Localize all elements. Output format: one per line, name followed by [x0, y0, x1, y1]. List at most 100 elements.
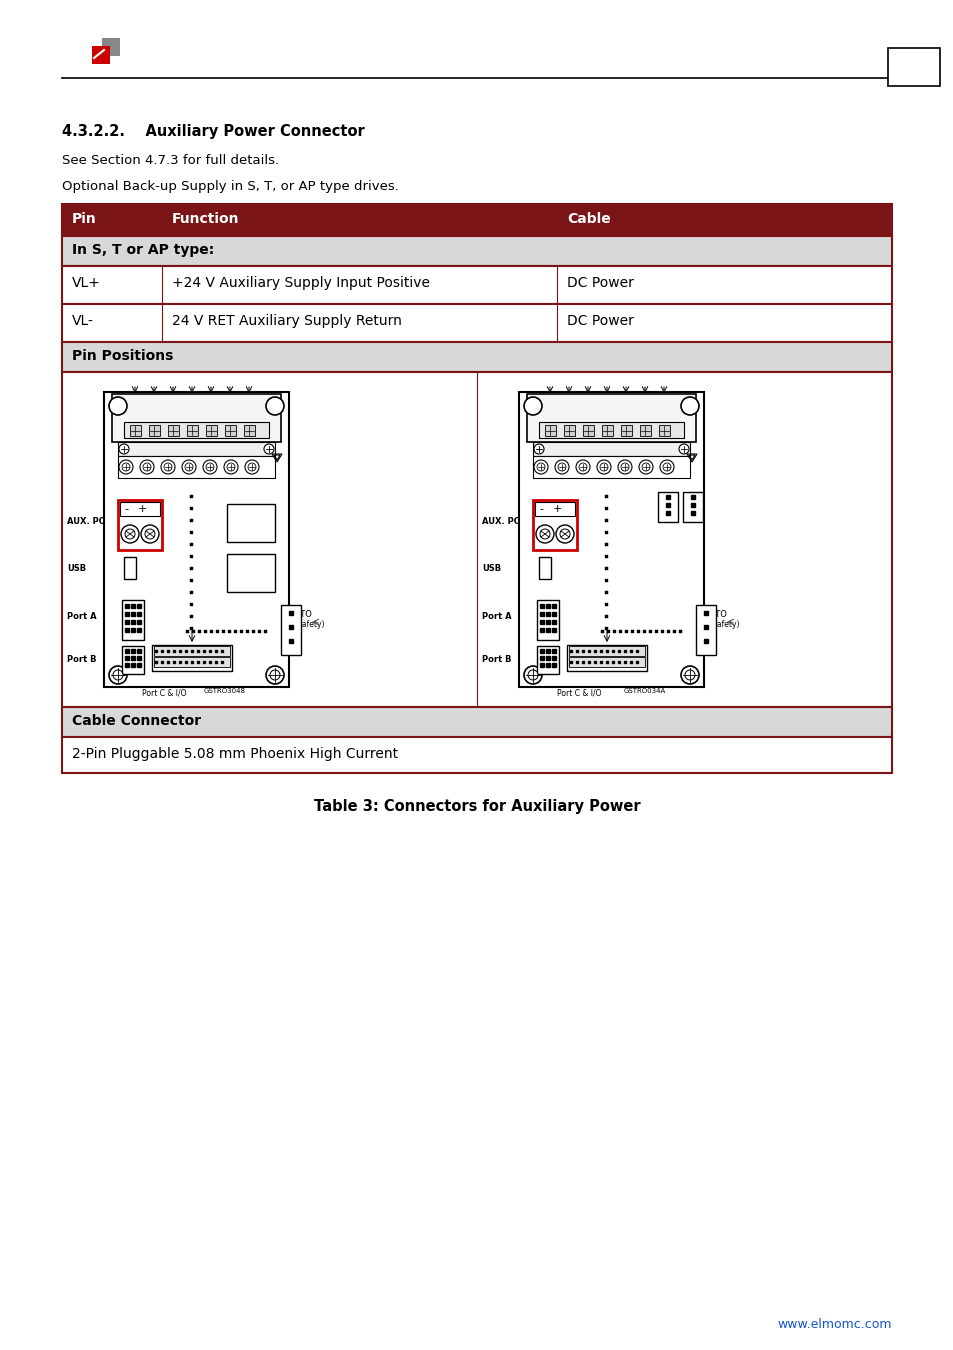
Text: 24 V RET Auxiliary Supply Return: 24 V RET Auxiliary Supply Return — [172, 315, 401, 328]
Circle shape — [145, 529, 154, 539]
Text: 1: 1 — [123, 595, 128, 602]
Bar — [225, 425, 235, 436]
Bar — [655, 630, 658, 633]
Text: STO: STO — [710, 610, 727, 620]
Bar — [658, 491, 678, 522]
Text: 1: 1 — [671, 487, 676, 493]
Bar — [257, 630, 261, 633]
Circle shape — [684, 670, 695, 680]
Bar — [112, 394, 281, 441]
Bar — [149, 425, 160, 436]
Bar — [118, 500, 162, 549]
Text: 12: 12 — [556, 641, 564, 647]
Text: M3: M3 — [659, 408, 670, 417]
Bar — [606, 630, 609, 633]
Bar — [535, 502, 575, 516]
Text: DC Power: DC Power — [566, 315, 633, 328]
Text: EtherCAT: EtherCAT — [231, 560, 270, 568]
Bar — [604, 616, 607, 618]
Text: 1: 1 — [537, 595, 542, 602]
Text: 23: 23 — [148, 641, 156, 647]
Bar — [604, 591, 607, 594]
Circle shape — [523, 397, 541, 414]
Circle shape — [266, 397, 284, 414]
Bar — [566, 645, 646, 671]
Text: Port A: Port A — [67, 612, 96, 621]
Text: Pin: Pin — [71, 212, 96, 225]
Text: 7: 7 — [537, 675, 542, 680]
Text: Table 3: Connectors for Auxiliary Power: Table 3: Connectors for Auxiliary Power — [314, 799, 639, 814]
Bar — [62, 707, 891, 737]
Bar — [604, 495, 607, 498]
Text: 2: 2 — [139, 595, 143, 602]
Circle shape — [537, 463, 544, 471]
Bar — [642, 630, 645, 633]
Text: GSTRO034A: GSTRO034A — [623, 688, 665, 694]
Bar — [204, 630, 207, 633]
Text: 2: 2 — [139, 643, 143, 648]
Text: +: + — [138, 504, 147, 514]
Bar — [186, 630, 189, 633]
Circle shape — [161, 460, 174, 474]
Circle shape — [143, 463, 151, 471]
Bar — [62, 204, 891, 236]
Text: Port A: Port A — [481, 612, 511, 621]
Text: USB: USB — [481, 564, 500, 572]
Bar — [672, 630, 676, 633]
Bar — [228, 630, 231, 633]
Text: Cable: Cable — [566, 212, 610, 225]
Bar — [130, 425, 141, 436]
Text: M2: M2 — [225, 408, 236, 417]
Text: 4.3.2.2.    Auxiliary Power Connector: 4.3.2.2. Auxiliary Power Connector — [62, 124, 364, 139]
Bar — [637, 630, 639, 633]
Text: CAN: CAN — [656, 478, 673, 487]
Bar — [659, 425, 669, 436]
Bar — [244, 425, 254, 436]
Circle shape — [556, 525, 574, 543]
Text: USB: USB — [67, 564, 86, 572]
Text: Cable Connector: Cable Connector — [71, 714, 201, 728]
Text: 24: 24 — [148, 672, 156, 678]
Text: PE: PE — [582, 408, 592, 417]
Text: Optional Back-up Supply in S, T, or AP type drives.: Optional Back-up Supply in S, T, or AP t… — [62, 180, 398, 193]
Bar — [666, 630, 669, 633]
Text: DC Power: DC Power — [566, 275, 633, 290]
Bar — [206, 425, 216, 436]
Text: 2: 2 — [554, 643, 558, 648]
Bar — [187, 425, 198, 436]
Text: IN: IN — [241, 520, 250, 529]
Circle shape — [185, 463, 193, 471]
Text: VL-: VL- — [71, 315, 93, 328]
Circle shape — [164, 463, 172, 471]
Bar — [600, 630, 603, 633]
Text: M2: M2 — [639, 408, 651, 417]
Text: Pin Positions: Pin Positions — [71, 350, 173, 363]
Text: OUT: OUT — [241, 570, 258, 579]
Text: 2: 2 — [554, 595, 558, 602]
Bar — [604, 567, 607, 570]
Bar — [281, 605, 301, 655]
Text: 3: 3 — [698, 599, 701, 606]
Bar — [568, 657, 644, 667]
Bar — [104, 392, 289, 687]
Circle shape — [527, 670, 537, 680]
Text: M1: M1 — [620, 408, 632, 417]
Bar — [153, 647, 230, 656]
Bar — [215, 630, 219, 633]
Bar — [639, 425, 650, 436]
Bar — [613, 630, 616, 633]
Bar — [198, 630, 201, 633]
Bar — [190, 508, 193, 510]
Text: www.elmomc.com: www.elmomc.com — [777, 1318, 891, 1331]
Circle shape — [578, 463, 586, 471]
Text: PE: PE — [168, 408, 177, 417]
Bar — [538, 558, 551, 579]
Text: 2-Pin Pluggable 5.08 mm Phoenix High Current: 2-Pin Pluggable 5.08 mm Phoenix High Cur… — [71, 747, 397, 761]
Circle shape — [140, 460, 153, 474]
Bar — [62, 236, 891, 266]
Bar — [526, 394, 696, 441]
Text: Port C & I/O: Port C & I/O — [142, 688, 186, 697]
Bar — [544, 425, 556, 436]
Bar — [582, 425, 594, 436]
Bar — [533, 441, 689, 456]
